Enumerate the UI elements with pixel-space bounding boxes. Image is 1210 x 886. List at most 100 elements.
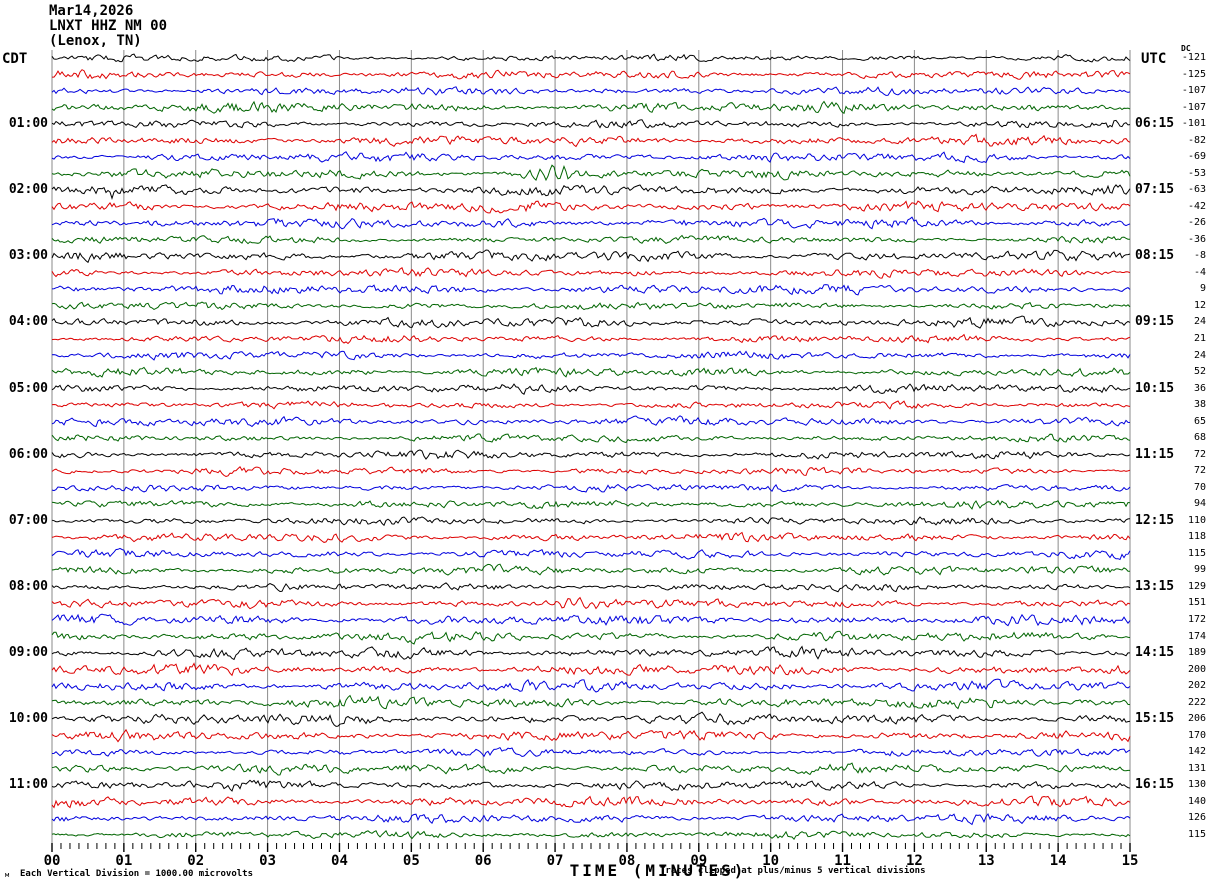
dc-offset-value: -4	[1193, 266, 1206, 278]
trace-row	[51, 366, 1131, 378]
dc-offset-value: -26	[1187, 217, 1206, 229]
trace-row	[51, 400, 1131, 410]
trace-row	[51, 284, 1131, 296]
dc-offset-value: 24	[1193, 316, 1206, 328]
trace-row	[51, 249, 1131, 264]
dc-offset-value: -82	[1187, 134, 1206, 146]
left-hour-label: 09:00	[8, 645, 48, 661]
left-hour-label: 03:00	[8, 248, 48, 264]
x-tick-label: 11	[834, 853, 851, 869]
left-hour-label: 10:00	[8, 711, 48, 727]
dc-offset-value: 142	[1187, 746, 1206, 758]
minute-grid	[51, 50, 1131, 843]
dc-offset-value: 200	[1187, 663, 1206, 675]
trace-row	[51, 184, 1131, 200]
dc-offset-value: 172	[1187, 614, 1206, 626]
trace-row	[51, 216, 1131, 230]
dc-offset-value: 38	[1193, 399, 1206, 411]
x-tick-label: 01	[115, 853, 133, 869]
dc-offset-value: 131	[1187, 762, 1206, 774]
trace-row	[51, 711, 1131, 727]
dc-column-header: DC	[1181, 44, 1191, 53]
x-tick-label: 06	[474, 853, 492, 869]
dc-offset-value: -69	[1187, 151, 1206, 163]
left-hour-label: 08:00	[8, 578, 48, 594]
x-tick-label: 03	[259, 853, 277, 869]
trace-row	[51, 86, 1131, 96]
dc-offset-value: 72	[1193, 448, 1206, 460]
trace-row	[51, 433, 1131, 444]
dc-offset-value: -107	[1181, 101, 1206, 113]
dc-offset-value: -53	[1187, 167, 1206, 179]
right-hour-label: 11:15	[1135, 446, 1175, 462]
left-hour-label: 11:00	[8, 777, 48, 793]
dc-offset-value: 170	[1187, 729, 1206, 741]
left-hour-label: 05:00	[8, 380, 48, 396]
dc-offset-value: 99	[1193, 564, 1206, 576]
trace-row	[51, 483, 1131, 493]
x-tick-label: 09	[690, 853, 708, 869]
dc-offset-value: 115	[1187, 828, 1206, 840]
trace-row	[51, 133, 1131, 148]
dc-offset-value: 110	[1187, 514, 1206, 526]
trace-row	[51, 415, 1131, 428]
dc-offset-value: 52	[1193, 366, 1206, 378]
trace-row	[51, 100, 1131, 115]
trace-row	[51, 449, 1131, 460]
dc-offset-value: 202	[1187, 680, 1206, 692]
dc-offset-value: 70	[1193, 481, 1206, 493]
trace-row	[51, 164, 1131, 182]
right-hour-label: 06:15	[1135, 116, 1175, 132]
x-tick-label: 14	[1049, 853, 1067, 869]
trace-row	[51, 678, 1131, 693]
corner-mark: м	[5, 871, 10, 879]
right-timezone-label: UTC	[1141, 51, 1167, 67]
dc-offset-value: 65	[1193, 415, 1206, 427]
dc-offset-value: -8	[1193, 250, 1206, 262]
x-tick-label: 08	[618, 853, 636, 869]
dc-offset-value: -121	[1181, 52, 1206, 63]
x-tick-label: 00	[43, 853, 61, 869]
trace-row	[51, 151, 1131, 164]
trace-row	[51, 694, 1131, 710]
trace-row	[51, 200, 1131, 214]
trace-row	[51, 563, 1130, 576]
x-tick-label: 12	[905, 853, 923, 869]
trace-row	[51, 547, 1131, 561]
left-hour-label: 01:00	[8, 116, 48, 132]
left-hour-label: 06:00	[8, 446, 48, 462]
left-hour-label: 07:00	[8, 512, 48, 528]
trace-row	[51, 499, 1131, 510]
x-tick-label: 10	[762, 853, 780, 869]
x-tick-label: 05	[402, 853, 420, 869]
dc-offset-value: 24	[1193, 349, 1206, 361]
trace-row	[51, 746, 1131, 758]
trace-row	[51, 779, 1131, 792]
trace-row	[51, 662, 1131, 677]
trace-row	[51, 829, 1131, 841]
trace-row	[51, 596, 1131, 610]
trace-row	[51, 53, 1131, 63]
trace-row	[51, 645, 1130, 661]
x-axis-ticks	[51, 843, 1131, 852]
dc-offset-value: -107	[1181, 85, 1206, 97]
trace-row	[51, 301, 1131, 311]
dc-offset-value: 126	[1187, 812, 1206, 824]
title-date: Mar14,2026	[49, 3, 134, 19]
trace-row	[51, 795, 1131, 809]
right-hour-label: 07:15	[1135, 182, 1175, 198]
right-hour-label: 08:15	[1135, 248, 1175, 264]
trace-row	[51, 119, 1131, 129]
dc-offset-value: 21	[1193, 333, 1206, 344]
x-tick-label: 13	[977, 853, 995, 869]
dc-offset-value: 174	[1187, 630, 1206, 642]
x-tick-label: 04	[331, 853, 348, 869]
dc-offset-value: 151	[1187, 597, 1206, 609]
right-hour-label: 15:15	[1135, 711, 1175, 727]
trace-row	[51, 613, 1131, 627]
dc-offset-value: 36	[1193, 382, 1206, 394]
title-location: (Lenox, TN)	[49, 33, 142, 49]
title-station: LNXT HHZ NM 00	[49, 18, 168, 34]
dc-offset-value: 206	[1187, 713, 1206, 725]
